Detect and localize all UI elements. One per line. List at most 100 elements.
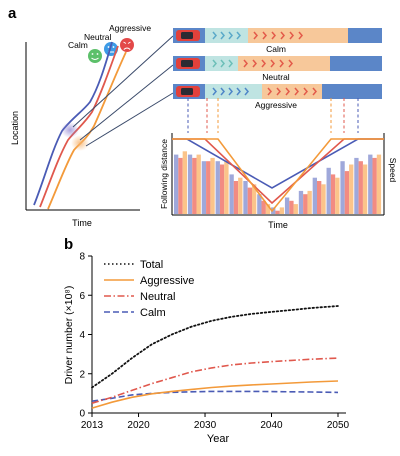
distance-bar bbox=[307, 190, 312, 214]
x-tick-label: 2050 bbox=[327, 420, 350, 431]
strip-label: Neutral bbox=[262, 72, 290, 82]
location-time-axes bbox=[25, 42, 140, 211]
speed-lines bbox=[172, 138, 384, 213]
distance-bar bbox=[362, 164, 368, 214]
distance-bar bbox=[229, 174, 234, 214]
following-distance-label: Following distance bbox=[159, 139, 169, 209]
chevron-icon bbox=[289, 31, 294, 40]
x-tick-label: 2030 bbox=[194, 420, 217, 431]
chevron-icon bbox=[220, 87, 225, 96]
chevron-icon bbox=[228, 59, 233, 68]
distance-bar bbox=[289, 200, 294, 214]
strip-gap-zone bbox=[262, 84, 322, 99]
chevron-icon bbox=[271, 31, 276, 40]
chevron-icon bbox=[228, 87, 233, 96]
distance-bar bbox=[243, 181, 248, 214]
distance-bar bbox=[330, 174, 336, 214]
chevron-icon bbox=[236, 31, 241, 40]
face-aggressive-icon bbox=[120, 38, 134, 52]
distance-bar bbox=[376, 154, 382, 214]
distance-bars bbox=[174, 151, 382, 214]
distance-bar bbox=[201, 161, 207, 214]
chevron-icon bbox=[270, 59, 275, 68]
chevron-icon bbox=[261, 59, 266, 68]
series-line-calm bbox=[91, 390, 339, 402]
chevron-icon bbox=[288, 59, 293, 68]
car-icon bbox=[176, 86, 200, 97]
distance-bar bbox=[358, 161, 363, 214]
distance-bar bbox=[326, 167, 331, 214]
chevron-icon bbox=[294, 87, 299, 96]
trajectory-aggressive bbox=[47, 51, 127, 210]
chevron-icon bbox=[276, 87, 281, 96]
chevron-icon bbox=[244, 87, 249, 96]
distance-bar bbox=[340, 161, 345, 214]
y-axis-label: Driver number (×10⁸) bbox=[63, 286, 75, 385]
y-tick-label: 4 bbox=[79, 330, 85, 341]
strip-follow-zone bbox=[205, 56, 238, 71]
panel-b-label: b bbox=[64, 236, 73, 253]
distance-bar bbox=[349, 164, 354, 214]
distance-bar bbox=[215, 161, 220, 214]
distance-bar bbox=[368, 154, 373, 214]
time-axis-label-bars: Time bbox=[268, 220, 288, 230]
distance-bar bbox=[303, 194, 308, 214]
distance-bar bbox=[284, 197, 290, 214]
chevron-icon bbox=[236, 87, 241, 96]
distance-bar bbox=[298, 190, 304, 214]
chevron-icon bbox=[280, 31, 285, 40]
following-distance-panel bbox=[171, 133, 385, 216]
distance-bar bbox=[321, 184, 326, 214]
legend-label: Aggressive bbox=[140, 275, 194, 287]
chevron-icon bbox=[220, 31, 225, 40]
face-calm-label: Calm bbox=[68, 40, 88, 50]
x-tick-label: 2020 bbox=[127, 420, 150, 431]
distance-bar bbox=[335, 177, 340, 214]
distance-bar bbox=[317, 181, 322, 214]
distance-bar bbox=[206, 161, 211, 214]
chevron-icon bbox=[279, 59, 284, 68]
strip-label: Calm bbox=[266, 44, 286, 54]
time-axis-label-a: Time bbox=[72, 218, 92, 228]
lane-strip-aggressive: Aggressive bbox=[173, 84, 382, 110]
chevron-icon bbox=[228, 31, 233, 40]
strip-label: Aggressive bbox=[255, 100, 297, 110]
strip-gap-zone bbox=[238, 56, 330, 71]
face-aggressive-label: Aggressive bbox=[109, 23, 151, 33]
chevron-icon bbox=[212, 31, 217, 40]
chevron-icon bbox=[243, 59, 248, 68]
connector-lines bbox=[72, 35, 174, 147]
distance-bar bbox=[187, 154, 193, 214]
distance-bar bbox=[312, 177, 317, 214]
distance-bar bbox=[247, 187, 252, 214]
chevron-icon bbox=[253, 31, 258, 40]
face-calm-icon bbox=[88, 49, 102, 63]
series-line-aggressive bbox=[91, 380, 339, 409]
face-neutral-label: Neutral bbox=[84, 32, 112, 42]
x-tick-label: 2040 bbox=[260, 420, 283, 431]
chevron-icon bbox=[303, 87, 308, 96]
distance-bar bbox=[279, 207, 285, 214]
chevron-icon bbox=[212, 59, 217, 68]
distance-bar bbox=[265, 204, 271, 214]
distance-bar bbox=[174, 154, 179, 214]
strip-follow-zone bbox=[205, 28, 248, 43]
distance-bar bbox=[275, 210, 280, 214]
trajectory-neutral bbox=[39, 45, 119, 208]
chevron-icon bbox=[298, 31, 303, 40]
distance-bar bbox=[196, 154, 201, 214]
legend-label: Total bbox=[140, 259, 163, 271]
chevron-icon bbox=[252, 59, 257, 68]
distance-bar bbox=[257, 194, 262, 214]
location-axis-label: Location bbox=[10, 111, 20, 145]
lane-strips: Calm Neutral Aggressive bbox=[173, 28, 382, 110]
distance-bar bbox=[252, 184, 257, 214]
distance-bar bbox=[233, 181, 239, 214]
distance-bar bbox=[238, 177, 243, 214]
y-tick-label: 6 bbox=[79, 291, 85, 302]
chevron-icon bbox=[212, 87, 217, 96]
distance-bar bbox=[178, 157, 183, 214]
x-tick-label: 2013 bbox=[81, 420, 104, 431]
distance-bar bbox=[219, 164, 225, 214]
